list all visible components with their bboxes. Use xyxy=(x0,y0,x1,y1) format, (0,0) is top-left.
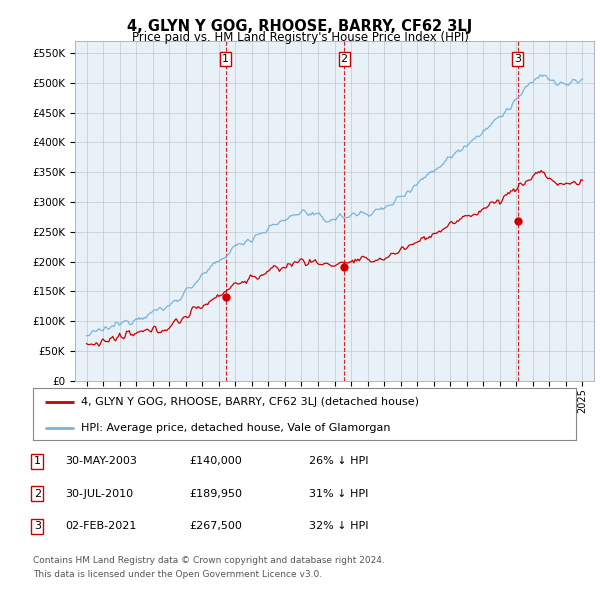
Text: 3: 3 xyxy=(34,522,41,531)
Text: 4, GLYN Y GOG, RHOOSE, BARRY, CF62 3LJ: 4, GLYN Y GOG, RHOOSE, BARRY, CF62 3LJ xyxy=(127,19,473,34)
Text: 2: 2 xyxy=(341,54,347,64)
Text: 3: 3 xyxy=(514,54,521,64)
Text: 4, GLYN Y GOG, RHOOSE, BARRY, CF62 3LJ (detached house): 4, GLYN Y GOG, RHOOSE, BARRY, CF62 3LJ (… xyxy=(81,396,419,407)
Text: £140,000: £140,000 xyxy=(189,457,242,466)
Text: 30-JUL-2010: 30-JUL-2010 xyxy=(65,489,133,499)
Text: 2: 2 xyxy=(34,489,41,499)
Text: 30-MAY-2003: 30-MAY-2003 xyxy=(65,457,137,466)
Text: £267,500: £267,500 xyxy=(189,522,242,531)
Text: 32% ↓ HPI: 32% ↓ HPI xyxy=(309,522,368,531)
Text: £189,950: £189,950 xyxy=(189,489,242,499)
Text: 02-FEB-2021: 02-FEB-2021 xyxy=(65,522,136,531)
Text: 26% ↓ HPI: 26% ↓ HPI xyxy=(309,457,368,466)
Text: Contains HM Land Registry data © Crown copyright and database right 2024.: Contains HM Land Registry data © Crown c… xyxy=(33,556,385,565)
Text: This data is licensed under the Open Government Licence v3.0.: This data is licensed under the Open Gov… xyxy=(33,571,322,579)
Text: 31% ↓ HPI: 31% ↓ HPI xyxy=(309,489,368,499)
Text: 1: 1 xyxy=(222,54,229,64)
Text: 1: 1 xyxy=(34,457,41,466)
Text: Price paid vs. HM Land Registry's House Price Index (HPI): Price paid vs. HM Land Registry's House … xyxy=(131,31,469,44)
Text: HPI: Average price, detached house, Vale of Glamorgan: HPI: Average price, detached house, Vale… xyxy=(81,423,390,433)
